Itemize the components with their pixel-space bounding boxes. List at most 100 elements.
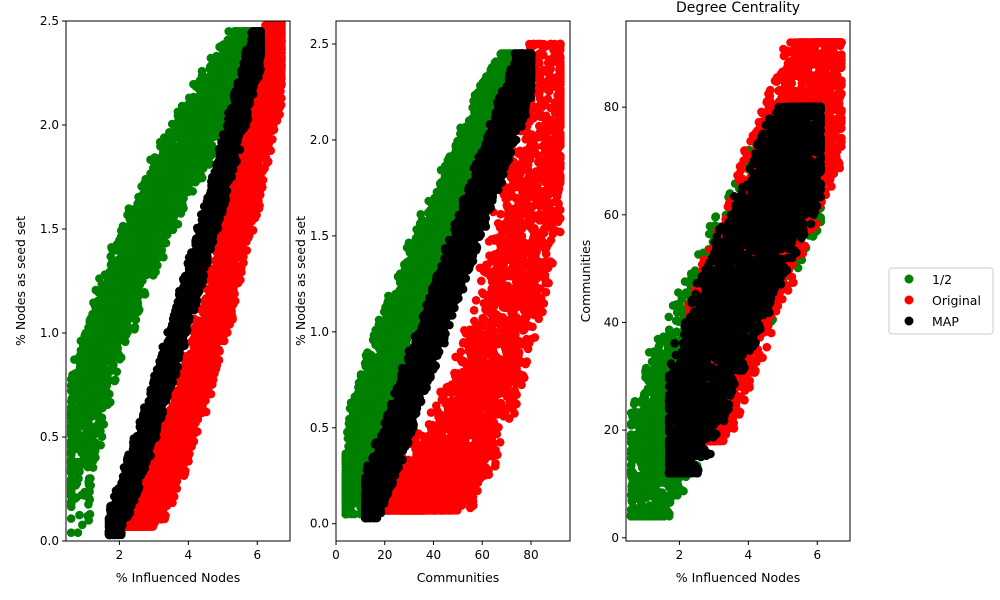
- point: [175, 156, 185, 165]
- point: [160, 216, 170, 225]
- point: [149, 182, 159, 191]
- point: [122, 232, 132, 242]
- point: [123, 252, 132, 262]
- point: [145, 235, 155, 244]
- point: [153, 228, 163, 238]
- panel-1-marks: [66, 21, 286, 540]
- point: [100, 312, 109, 322]
- point: [113, 279, 123, 289]
- point: [95, 393, 104, 403]
- point: [216, 112, 226, 121]
- point: [193, 150, 202, 160]
- point: [205, 159, 215, 168]
- point: [76, 336, 86, 346]
- point: [167, 119, 177, 129]
- point: [188, 96, 198, 105]
- point: [149, 214, 158, 224]
- point: [83, 462, 93, 472]
- point: [77, 365, 87, 375]
- point: [108, 336, 117, 345]
- point: [90, 370, 99, 380]
- point: [186, 113, 196, 123]
- point: [141, 251, 150, 261]
- point: [164, 204, 174, 214]
- point: [132, 259, 142, 269]
- point: [215, 54, 225, 64]
- point: [108, 297, 117, 307]
- point: [149, 262, 159, 272]
- point: [90, 302, 100, 311]
- point: [66, 455, 76, 464]
- point: [129, 216, 139, 225]
- point: [88, 336, 97, 345]
- point: [164, 158, 174, 168]
- point: [73, 528, 83, 537]
- point: [154, 195, 163, 205]
- point: [197, 66, 207, 76]
- point: [75, 510, 84, 520]
- point: [226, 60, 236, 70]
- point: [83, 415, 92, 424]
- point: [138, 276, 147, 286]
- point: [154, 171, 164, 180]
- point: [193, 168, 202, 177]
- point: [82, 428, 92, 438]
- point: [179, 194, 188, 203]
- point: [91, 408, 100, 417]
- point: [101, 355, 111, 364]
- point: [129, 272, 139, 282]
- point: [186, 165, 196, 175]
- point: [122, 268, 132, 277]
- point: [76, 382, 85, 391]
- point: [101, 399, 111, 408]
- point: [70, 440, 79, 449]
- point: [123, 278, 132, 287]
- point: [215, 65, 225, 75]
- point: [115, 355, 124, 364]
- point: [103, 367, 112, 376]
- point: [177, 101, 187, 111]
- point: [78, 395, 87, 405]
- point: [74, 353, 84, 362]
- point: [99, 420, 109, 429]
- point: [158, 162, 167, 171]
- point: [84, 500, 93, 509]
- point: [215, 84, 224, 94]
- point: [125, 244, 134, 253]
- point: [84, 480, 94, 489]
- point: [108, 246, 117, 255]
- point: [86, 444, 96, 453]
- point: [199, 115, 209, 125]
- point: [91, 345, 100, 355]
- point: [135, 244, 144, 253]
- point: [186, 138, 195, 148]
- point: [139, 206, 148, 216]
- point: [193, 124, 203, 133]
- point: [140, 290, 150, 299]
- point: [144, 221, 153, 231]
- point: [99, 296, 108, 306]
- point: [70, 476, 80, 486]
- point: [67, 426, 76, 436]
- point: [172, 205, 182, 215]
- point: [66, 514, 76, 523]
- point: [82, 434, 92, 444]
- point: [170, 144, 180, 153]
- point: [98, 383, 108, 392]
- point: [170, 170, 180, 180]
- point: [239, 27, 248, 36]
- point: [114, 255, 123, 264]
- point: [86, 422, 96, 431]
- point: [207, 146, 216, 156]
- point: [116, 321, 126, 330]
- point: [88, 317, 98, 327]
- point: [105, 375, 114, 385]
- point: [109, 360, 118, 370]
- point: [198, 96, 208, 105]
- point: [78, 520, 87, 530]
- point: [121, 337, 130, 347]
- point: [66, 465, 76, 474]
- point: [185, 175, 194, 184]
- point: [224, 71, 233, 81]
